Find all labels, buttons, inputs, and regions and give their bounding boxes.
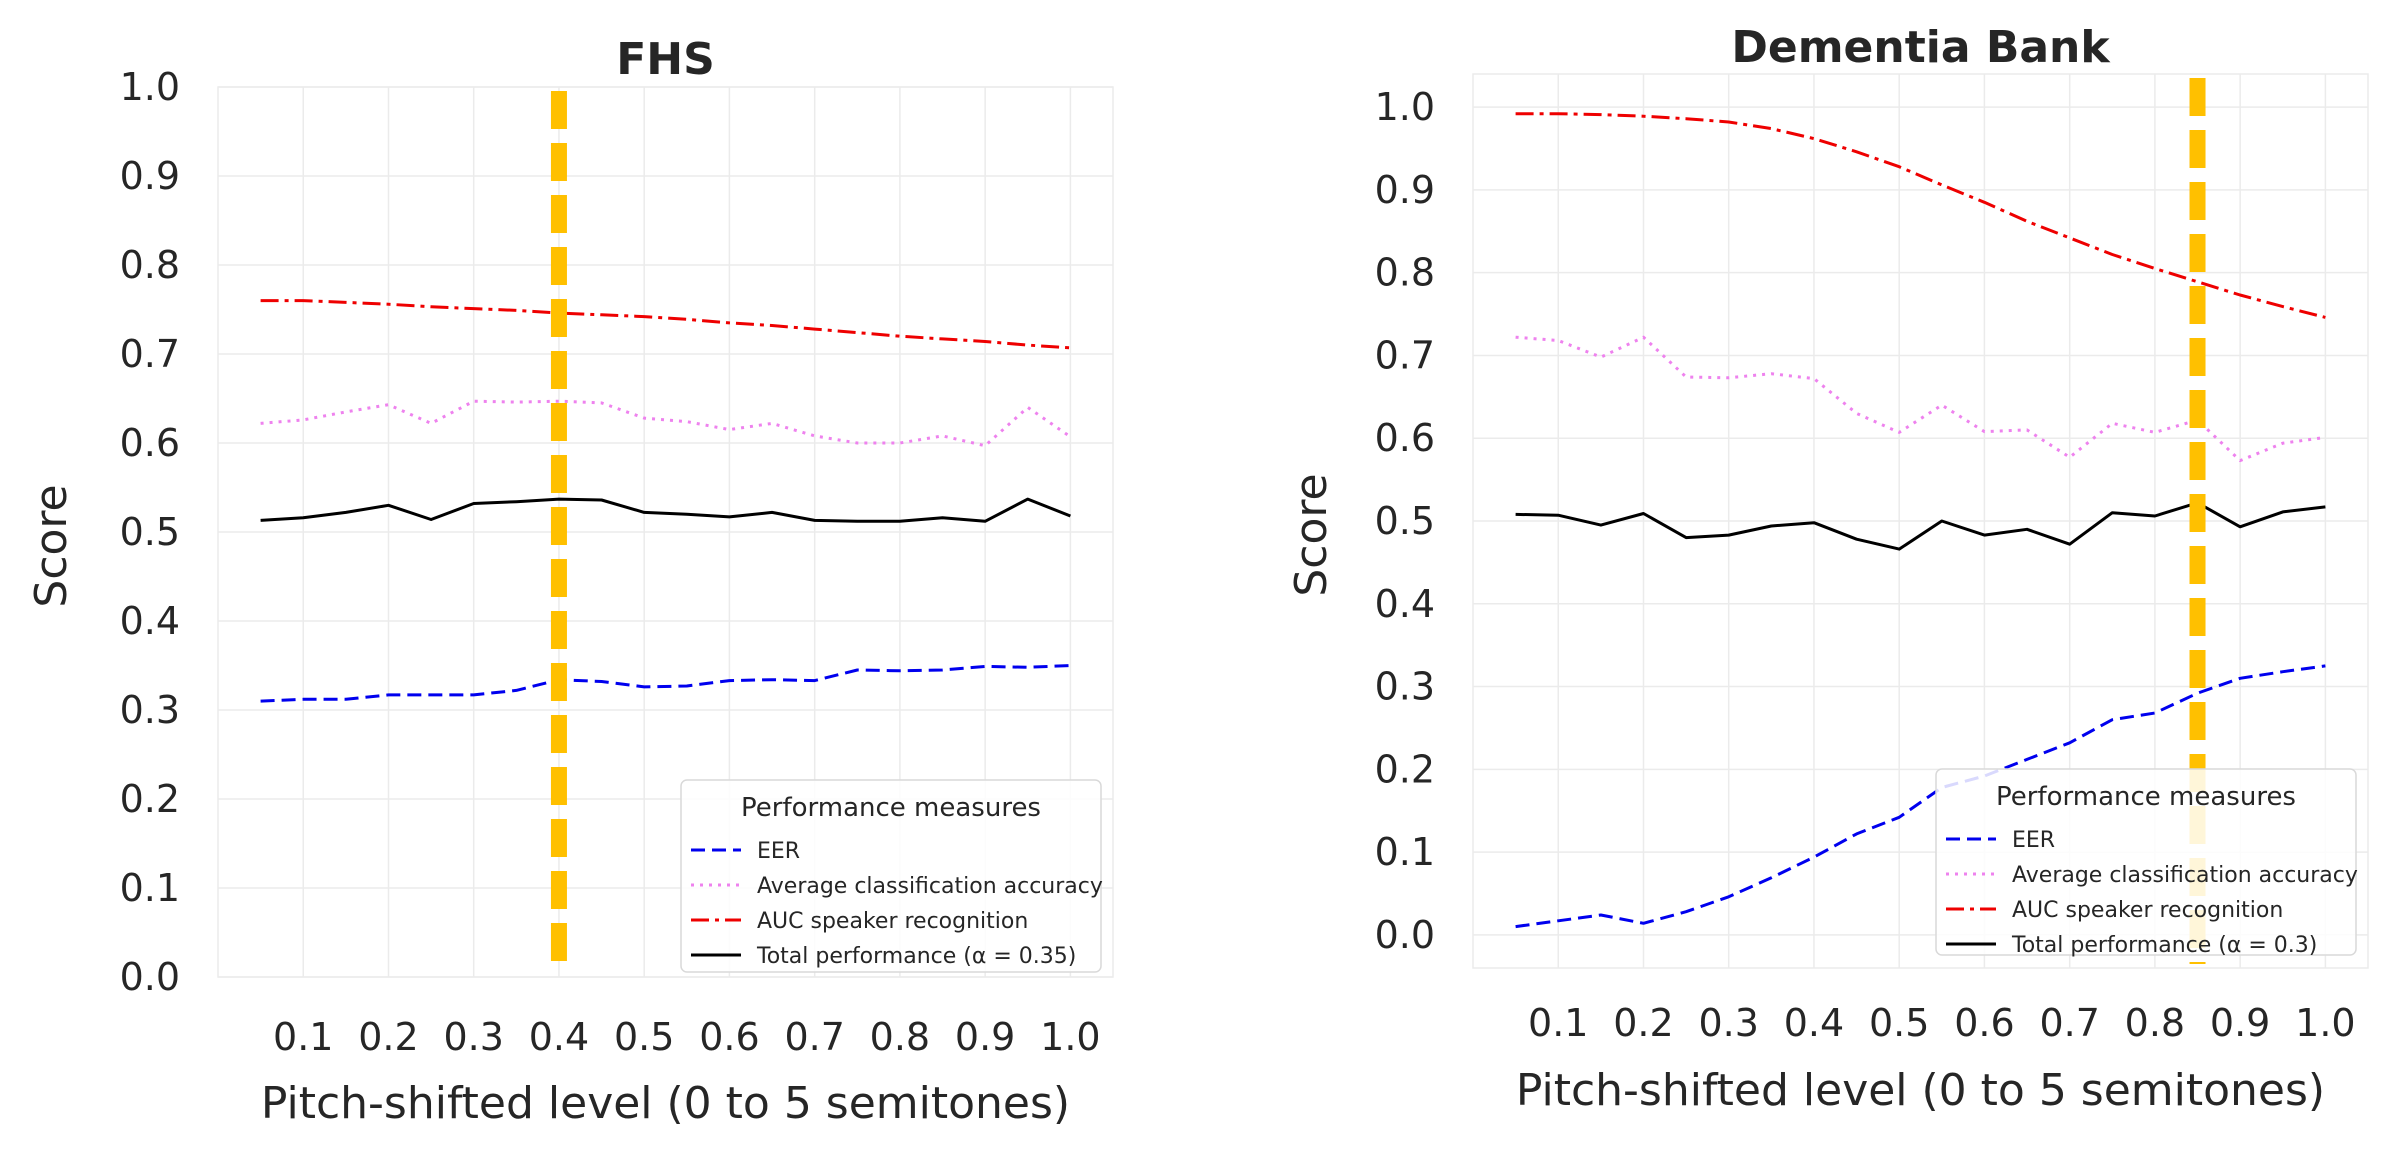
chart-title: Dementia Bank	[1731, 22, 2111, 73]
legend-box	[1935, 768, 2357, 956]
y-tick-label: 0.9	[120, 154, 180, 198]
x-tick-label: 0.9	[2210, 1001, 2270, 1045]
y-tick-label: 0.2	[120, 777, 180, 821]
y-tick-label: 0.8	[120, 243, 180, 287]
y-tick-label: 0.0	[120, 955, 180, 999]
legend-entry-label: Average classification accuracy	[2012, 863, 2358, 888]
x-tick-label: 0.6	[1954, 1001, 2014, 1045]
chart-panel-1: 0.1 0.2 0.3 0.4 0.5 0.6 0.7 0.8 0.9 1.0 0.0 0.1 0.2 0…	[26, 34, 1114, 1129]
legend-entry-label: EER	[2012, 828, 2055, 853]
y-tick-label: 0.4	[1375, 582, 1435, 626]
x-tick-label: 0.3	[443, 1015, 503, 1059]
y-tick-label: 0.6	[1375, 416, 1435, 460]
x-tick-label: 0.8	[870, 1015, 930, 1059]
y-axis-label: Score	[26, 484, 77, 607]
series-line-1	[1515, 664, 2326, 929]
x-tick-label: 0.1	[1528, 1001, 1588, 1045]
series-line-1	[260, 664, 1071, 703]
y-tick-label: 0.7	[120, 332, 180, 376]
y-tick-label: 0.4	[120, 599, 180, 643]
legend-entry-label: AUC speaker recognition	[757, 909, 1028, 934]
y-tick-label: 0.9	[1375, 168, 1435, 212]
y-tick-label: 0.0	[1375, 913, 1435, 957]
x-tick-label: 0.9	[955, 1015, 1015, 1059]
legend-entry-label: Average classification accuracy	[757, 874, 1103, 899]
series-line-2	[260, 399, 1072, 448]
legend-title: Performance measures	[1996, 782, 2296, 812]
legend-box	[680, 779, 1102, 973]
y-tick-label: 0.7	[1375, 333, 1435, 377]
x-axis-label: Pitch-shifted level (0 to 5 semitones)	[261, 1078, 1070, 1129]
x-tick-label: 0.6	[699, 1015, 759, 1059]
x-tick-label: 0.2	[1613, 1001, 1673, 1045]
x-tick-label: 0.3	[1698, 1001, 1758, 1045]
legend-entry-label: AUC speaker recognition	[2012, 898, 2283, 923]
y-tick-label: 0.5	[1375, 499, 1435, 543]
legend-entry-label: EER	[757, 839, 800, 864]
x-axis-label: Pitch-shifted level (0 to 5 semitones)	[1516, 1065, 2325, 1116]
y-tick-label: 0.6	[120, 421, 180, 465]
x-tick-label: 1.0	[1040, 1015, 1100, 1059]
x-tick-label: 1.0	[2295, 1001, 2355, 1045]
x-tick-label: 0.8	[2125, 1001, 2185, 1045]
y-tick-label: 0.3	[120, 688, 180, 732]
chart-panel-2: 0.1 0.2 0.3 0.4 0.5 0.6 0.7 0.8 0.9 1.0 0.0 0.1 0.2 0…	[1286, 22, 2369, 1116]
legend-entry-label: Total performance (α = 0.3)	[2011, 933, 2317, 958]
x-tick-label: 0.5	[1869, 1001, 1929, 1045]
x-tick-label: 0.1	[273, 1015, 333, 1059]
y-tick-label: 0.3	[1375, 665, 1435, 709]
legend: Performance measures EER Average classific…	[680, 779, 1103, 973]
series-line-4	[260, 497, 1071, 523]
y-tick-label: 0.1	[120, 866, 180, 910]
y-axis-label: Score	[1286, 473, 1337, 596]
y-tick-label: 0.8	[1375, 251, 1435, 295]
legend: Performance measures EER Average classific…	[1935, 768, 2358, 958]
x-tick-label: 0.2	[358, 1015, 418, 1059]
y-tick-label: 0.5	[120, 510, 180, 554]
x-tick-label: 0.4	[529, 1015, 589, 1059]
legend-entry-label: Total performance (α = 0.35)	[756, 944, 1076, 969]
x-tick-label: 0.4	[1784, 1001, 1844, 1045]
series-line-3	[1515, 112, 2326, 319]
series-line-2	[1515, 335, 2326, 463]
chart-title: FHS	[616, 34, 715, 85]
x-tick-label: 0.7	[784, 1015, 844, 1059]
y-tick-label: 1.0	[120, 65, 180, 109]
y-tick-label: 0.1	[1375, 830, 1435, 874]
y-tick-label: 1.0	[1375, 85, 1435, 129]
legend-title: Performance measures	[741, 793, 1041, 823]
y-tick-label: 0.2	[1375, 747, 1435, 791]
x-tick-label: 0.7	[2039, 1001, 2099, 1045]
x-tick-label: 0.5	[614, 1015, 674, 1059]
